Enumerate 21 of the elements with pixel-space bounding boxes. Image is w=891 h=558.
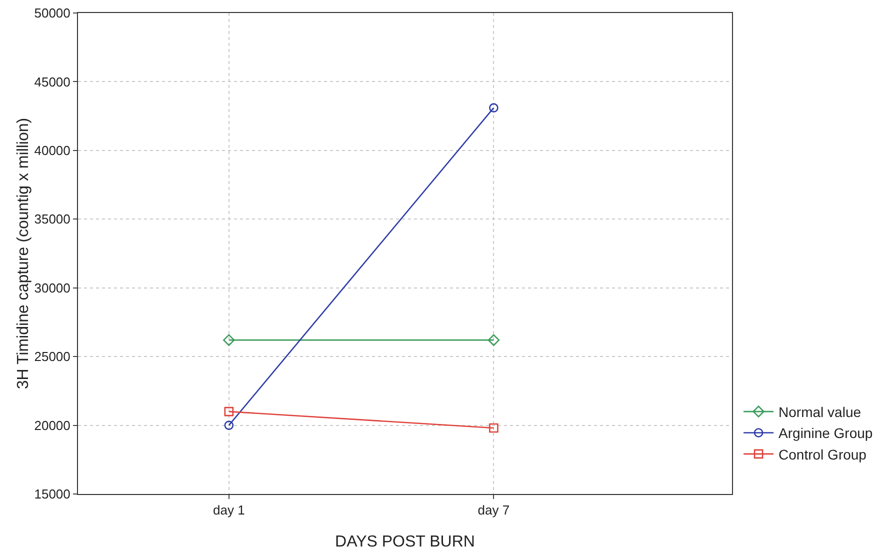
legend-label: Arginine Group xyxy=(778,425,873,442)
legend-label: Control Group xyxy=(778,446,867,462)
y-axis-title: 3H Timidine capture (countig x million) xyxy=(15,118,32,390)
point xyxy=(489,423,498,433)
point xyxy=(224,420,234,430)
legend-label: Normal value xyxy=(778,404,862,420)
point xyxy=(223,334,235,346)
y-tick-label: 40000 xyxy=(34,142,70,158)
y-tick-label: 35000 xyxy=(34,212,70,227)
y-tick-label: 25000 xyxy=(34,349,70,364)
point xyxy=(489,103,498,112)
y-tick-label: 30000 xyxy=(34,280,70,296)
point xyxy=(224,406,234,416)
y-tick-label: 15000 xyxy=(34,486,70,502)
x-tick-label: day 7 xyxy=(478,502,510,518)
y-tick-label: 20000 xyxy=(34,418,70,433)
point xyxy=(488,334,500,346)
x-tick-label: day 1 xyxy=(213,502,245,518)
x-axis-title: DAYS POST BURN xyxy=(335,533,475,550)
y-tick-label: 45000 xyxy=(34,74,70,90)
y-tick-label: 50000 xyxy=(34,6,70,21)
